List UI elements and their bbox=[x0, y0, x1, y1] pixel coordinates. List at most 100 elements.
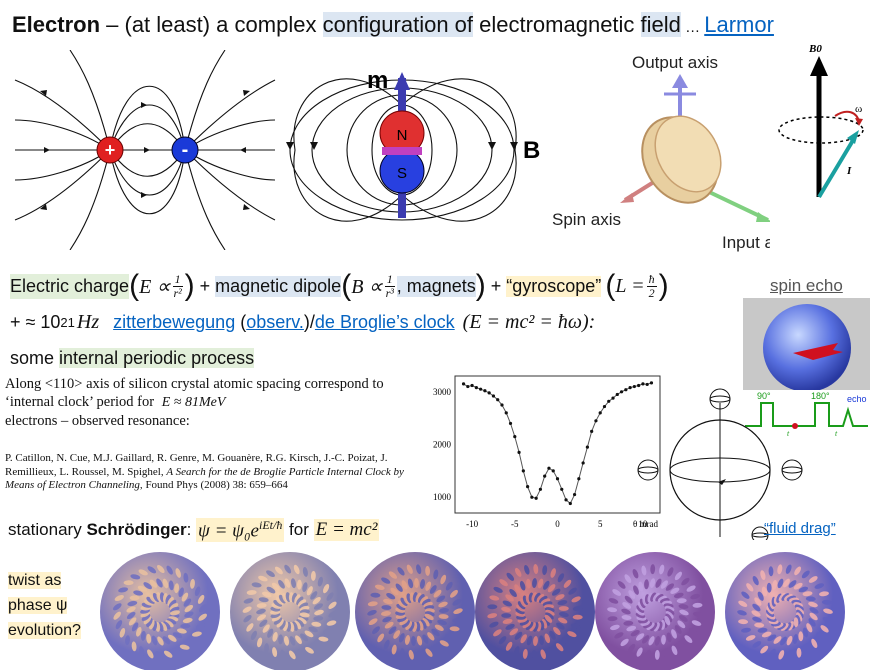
chart-point bbox=[491, 394, 496, 398]
fluid-drag-link[interactable]: “fluid drag” bbox=[764, 520, 836, 537]
title-text-2: electromagnetic bbox=[473, 12, 641, 37]
slide-title: Electron – (at least) a complex configur… bbox=[12, 12, 774, 38]
chart-xtick: 0 bbox=[555, 519, 560, 529]
l-frac-den: 2 bbox=[648, 285, 655, 300]
chart-point bbox=[483, 389, 487, 393]
twist-spheres-row bbox=[100, 552, 845, 670]
electric-charge-label: Electric charge bbox=[10, 273, 130, 299]
magnetic-dipole-figure: N S m B bbox=[286, 67, 540, 222]
e-formula: E ∝ bbox=[139, 275, 171, 298]
negative-charge bbox=[171, 136, 199, 164]
chart-point bbox=[624, 388, 628, 392]
observ-link[interactable]: observ. bbox=[246, 311, 304, 332]
chart-point bbox=[645, 382, 649, 387]
chart-point bbox=[526, 485, 530, 489]
magnet-s-label: S bbox=[397, 165, 407, 182]
title-ellipsis: … bbox=[680, 19, 705, 36]
larmor-link[interactable]: Larmor bbox=[704, 12, 774, 37]
chart-point bbox=[543, 474, 547, 478]
chart-point bbox=[594, 419, 598, 423]
twist-line-3: evolution? bbox=[8, 622, 81, 639]
zitterbewegung-link[interactable]: zitterbewegung bbox=[113, 311, 236, 332]
b-frac-num: 1 bbox=[384, 271, 395, 287]
resonance-chart: -10 -5 0 5 10 1000 2000 3000 θ mrad bbox=[433, 375, 661, 529]
citation: P. Catillon, N. Cue, M.J. Gaillard, R. G… bbox=[5, 452, 415, 493]
paragraph-energy: E ≈ 81MeV bbox=[161, 395, 226, 410]
l-formula: L = bbox=[615, 274, 645, 297]
schrodinger-colon: : bbox=[186, 520, 197, 539]
schrodinger-bold: Schrödinger bbox=[86, 520, 187, 539]
channeling-paragraph: Along <110> axis of silicon crystal atom… bbox=[5, 375, 415, 430]
positive-charge bbox=[96, 136, 124, 164]
bloch-sphere bbox=[763, 304, 851, 392]
chart-point bbox=[585, 445, 589, 449]
spin-echo-link[interactable]: spin echo bbox=[770, 276, 843, 295]
echo-90-label: 90° bbox=[757, 391, 771, 401]
l-frac-num: ħ bbox=[646, 271, 657, 287]
chart-point bbox=[504, 411, 508, 415]
chart-point bbox=[474, 385, 478, 390]
chart-point bbox=[619, 390, 624, 394]
chart-point bbox=[607, 399, 611, 403]
twist-question: twist as phase ψ evolution? bbox=[8, 568, 98, 643]
hedgehog-sphere bbox=[100, 552, 220, 670]
chart-ytick: 3000 bbox=[433, 387, 452, 397]
chart-point bbox=[521, 469, 525, 473]
larmor-omega-label: ω bbox=[855, 103, 862, 115]
chart-point bbox=[632, 384, 636, 389]
larmor-b0-label: B0 bbox=[808, 43, 822, 55]
chart-point bbox=[496, 398, 500, 402]
chart-ytick: 1000 bbox=[433, 492, 452, 502]
chart-point bbox=[602, 404, 607, 409]
close-slash: )/ bbox=[303, 311, 315, 332]
larmor-i-label: I bbox=[846, 165, 852, 177]
hedgehog-sphere bbox=[725, 552, 845, 670]
precession-sphere-diagram bbox=[637, 388, 803, 540]
echo-t1-label: t bbox=[787, 429, 790, 438]
chart-point bbox=[572, 492, 577, 497]
chart-point bbox=[628, 385, 632, 390]
schrodinger-prefix: stationary bbox=[8, 520, 87, 539]
svg-text:+: + bbox=[105, 140, 116, 160]
input-axis-label: Input axis bbox=[722, 233, 770, 252]
zitterbewegung-line: + ≈ 10 21 Hz zitterbewegung (observ.)/de B… bbox=[10, 308, 595, 336]
chart-point bbox=[555, 477, 560, 481]
chart-point bbox=[479, 387, 483, 391]
title-highlight-configuration: configuration of bbox=[322, 12, 474, 37]
hedgehog-sphere bbox=[230, 552, 350, 670]
gyroscope-label: “gyroscope” bbox=[506, 275, 602, 297]
chart-ytick: 2000 bbox=[433, 440, 452, 450]
chart-fit-line bbox=[463, 382, 652, 505]
de-broglie-clock-link[interactable]: de Broglie’s clock bbox=[314, 311, 455, 332]
freq-unit: Hz bbox=[76, 310, 100, 333]
internal-prefix: some bbox=[10, 348, 60, 368]
larmor-precession-figure: B0 ω I bbox=[778, 43, 864, 199]
b-formula: B ∝ bbox=[351, 275, 383, 298]
psi-exponent: iEt/ħ bbox=[258, 517, 283, 532]
charge-dipole-gyroscope-line: Electric charge (E ∝ 1 r²) + magnetic dipo… bbox=[10, 269, 669, 302]
chart-point bbox=[470, 383, 474, 388]
citation-journal: Found Phys (2008) 38: 659–664 bbox=[142, 479, 288, 491]
chart-point bbox=[547, 466, 551, 470]
schrodinger-line: stationary Schrödinger: ψ = ψ₀eiEt/ħ for… bbox=[8, 516, 380, 544]
chart-xtick: 10 bbox=[638, 519, 648, 529]
gyroscope-figure: Output axis Spin axis Input axis bbox=[552, 53, 770, 252]
chart-point bbox=[641, 382, 645, 386]
chart-xtick: 5 bbox=[598, 519, 603, 529]
chart-point bbox=[517, 450, 521, 455]
citation-title: A Search for the de Broglie Particle Int… bbox=[5, 465, 404, 492]
twist-line-1: twist as bbox=[8, 572, 62, 589]
title-highlight-field: field bbox=[640, 12, 681, 37]
magnet-b-label: B bbox=[523, 137, 540, 164]
citation-authors: P. Catillon, N. Cue, M.J. Gaillard, R. G… bbox=[5, 452, 388, 478]
chart-point bbox=[551, 469, 555, 473]
chart-point bbox=[611, 396, 615, 400]
chart-point bbox=[508, 421, 513, 426]
chart-point bbox=[466, 384, 470, 389]
chart-xtick: -10 bbox=[466, 519, 478, 529]
plus-2: + bbox=[485, 275, 507, 296]
psi-formula: ψ = ψ₀e bbox=[198, 520, 259, 542]
spin-echo-figure: 90° 180° echo t t bbox=[743, 298, 870, 438]
internal-process-line: some internal periodic process bbox=[10, 348, 255, 369]
energy-formula: (E = mc² = ħω): bbox=[462, 310, 596, 333]
